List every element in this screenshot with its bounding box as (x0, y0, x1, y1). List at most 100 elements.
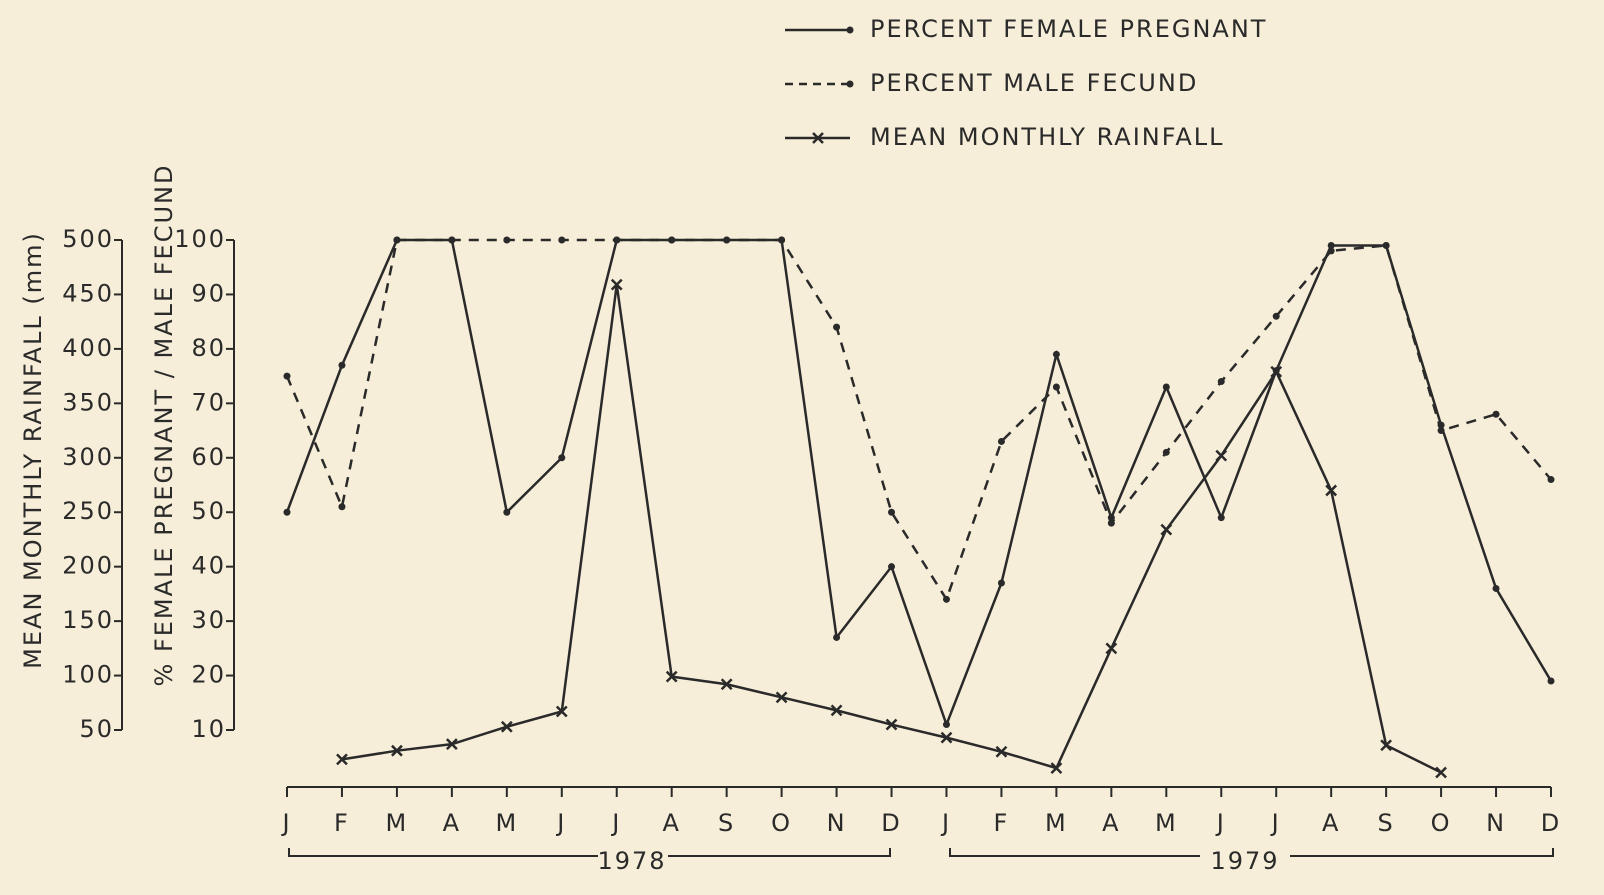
y-tick-label: 20 (191, 661, 226, 689)
y-tick-label: 10 (191, 715, 226, 743)
point (885, 718, 898, 731)
x-tick-label: D (1541, 809, 1561, 837)
y-axis-title: % FEMALE PREGNANT / MALE FECUND (150, 164, 178, 687)
point (720, 678, 733, 691)
point (888, 508, 896, 516)
point (338, 503, 346, 511)
legend-label: PERCENT MALE FECUND (870, 69, 1198, 97)
y-tick-label: 350 (62, 388, 114, 416)
x-tick-label: A (1322, 809, 1340, 837)
x-tick-label: D (881, 809, 901, 837)
point (1105, 642, 1118, 655)
legend-marker (846, 26, 854, 34)
point (1217, 378, 1225, 386)
x-tick-label: F (334, 809, 350, 837)
point (1435, 766, 1447, 779)
x-tick-label: N (827, 809, 847, 837)
point (830, 704, 843, 717)
point (610, 278, 623, 291)
point (1382, 241, 1390, 249)
point (558, 454, 566, 462)
point (1547, 476, 1555, 484)
x-tick-label: A (443, 809, 461, 837)
point (1162, 383, 1170, 391)
x-tick-label: S (718, 809, 735, 837)
y-tick-label: 80 (191, 334, 226, 362)
y-tick-label: 100 (62, 661, 114, 689)
point (668, 236, 676, 244)
x-tick-label: J (1215, 809, 1226, 837)
y-tick-label: 90 (191, 279, 226, 307)
y-tick-label: 50 (191, 497, 226, 525)
legend-label: MEAN MONTHLY RAINFALL (870, 123, 1225, 151)
point (1547, 677, 1555, 685)
point (833, 633, 841, 641)
point (1217, 514, 1225, 522)
point (1160, 523, 1173, 536)
y-tick-label: 50 (79, 715, 114, 743)
point (445, 738, 458, 751)
y-tick-label: 30 (191, 606, 226, 634)
point (997, 437, 1005, 445)
point (393, 236, 401, 244)
point (336, 753, 348, 766)
x-tick-label: J (940, 809, 951, 837)
series-line (341, 284, 1442, 774)
y-tick-label: 100 (174, 225, 226, 253)
year-label: 1978 (597, 847, 666, 875)
y-tick-label: 400 (62, 334, 114, 362)
y-tick-label: 250 (62, 497, 114, 525)
point (1437, 427, 1445, 435)
point (1492, 584, 1500, 592)
point (1052, 383, 1060, 391)
point (283, 372, 291, 380)
point (833, 323, 841, 331)
x-tick-label: J (280, 809, 291, 837)
series-line (285, 238, 1553, 729)
x-tick-label: A (1102, 809, 1120, 837)
point (1380, 739, 1393, 752)
point (942, 721, 950, 729)
x-tick-label: J (555, 809, 566, 837)
x-tick-label: S (1378, 809, 1395, 837)
y-tick-label: 200 (62, 552, 114, 580)
point (995, 745, 1008, 758)
point (1327, 247, 1335, 255)
point (1327, 241, 1335, 249)
y-tick-label: 150 (62, 606, 114, 634)
x-tick-label: M (1045, 809, 1068, 837)
point (1215, 449, 1228, 462)
year-bracket (288, 848, 891, 857)
x-tick-label: M (495, 809, 518, 837)
x-tick-label: A (662, 809, 680, 837)
series-line (285, 238, 1552, 603)
point (503, 236, 511, 244)
x-tick-label: F (994, 809, 1010, 837)
point (448, 236, 456, 244)
y2-axis-title: MEAN MONTHLY RAINFALL (mm) (19, 231, 47, 669)
point (1050, 762, 1063, 774)
point (613, 236, 621, 244)
y-tick-label: 500 (62, 225, 114, 253)
x-tick-label: M (386, 809, 409, 837)
point (555, 705, 568, 718)
point (723, 236, 731, 244)
point (1325, 484, 1338, 497)
x-tick-label: O (1431, 809, 1452, 837)
point (942, 595, 950, 603)
x-tick-label: O (771, 809, 792, 837)
x-tick-label: N (1486, 809, 1506, 837)
y-tick-label: 300 (62, 443, 114, 471)
year-label: 1979 (1210, 847, 1279, 875)
point (1272, 312, 1280, 320)
point (503, 508, 511, 516)
legend-label: PERCENT FEMALE PREGNANT (870, 15, 1267, 43)
point (1052, 350, 1060, 358)
legend-marker (812, 132, 824, 144)
legend-marker (846, 80, 854, 88)
x-tick-label: M (1155, 809, 1178, 837)
y-tick-label: 450 (62, 279, 114, 307)
point (665, 670, 678, 683)
x-tick-label: J (1270, 809, 1281, 837)
